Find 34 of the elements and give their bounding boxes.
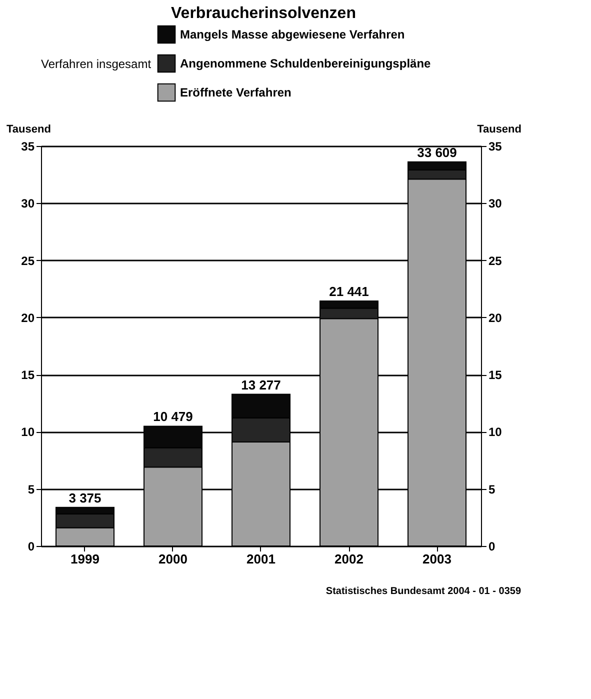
- y2-tick-label: 5: [488, 482, 496, 496]
- y-tick-label: 5: [28, 482, 35, 496]
- y2-tick-label: 15: [488, 368, 502, 382]
- total-label: 21 441: [329, 284, 369, 299]
- total-label: 33 609: [417, 144, 457, 160]
- legend-label: Angenommene Schuldenbereinigungspläne: [180, 56, 432, 70]
- y-axis-title: Tausend: [6, 124, 51, 136]
- y2-tick-label: 30: [488, 196, 502, 211]
- y-tick-label: 0: [28, 540, 35, 554]
- x-tick-label: 2003: [422, 552, 452, 566]
- total-label: 10 479: [153, 409, 193, 424]
- total-label: 3 375: [68, 490, 102, 506]
- chart-title: Verbraucherinsolvenzen: [171, 5, 356, 22]
- y-tick-label: 20: [21, 310, 35, 325]
- y-tick-label: 30: [21, 196, 35, 211]
- y-tick-label: 35: [21, 140, 35, 154]
- legend-label: Mangels Masse abgewiesene Verfahren: [180, 28, 405, 42]
- x-tick-label: 2000: [158, 552, 188, 566]
- text: Statistisches Bundesamt 2004 - 01 - 0359: [326, 586, 522, 597]
- y2-tick-label: 10: [488, 425, 502, 440]
- x-tick-label: 1999: [70, 552, 100, 566]
- y2-axis-title: Tausend: [477, 124, 522, 136]
- y2-tick-label: 25: [488, 254, 502, 268]
- y2-tick-label: 35: [488, 140, 502, 154]
- y-tick-label: 25: [21, 254, 35, 268]
- y-tick-label: 15: [21, 368, 35, 382]
- legend-label: Eröffnete Verfahren: [180, 86, 292, 100]
- y2-tick-label: 20: [488, 310, 502, 325]
- y-tick-label: 10: [21, 425, 35, 440]
- x-tick-label: 2001: [246, 552, 276, 566]
- y2-tick-label: 0: [488, 540, 496, 554]
- total-label: 13 277: [241, 377, 281, 392]
- x-tick-label: 2002: [334, 552, 364, 566]
- legend-title: Verfahren insgesamt: [41, 57, 152, 71]
